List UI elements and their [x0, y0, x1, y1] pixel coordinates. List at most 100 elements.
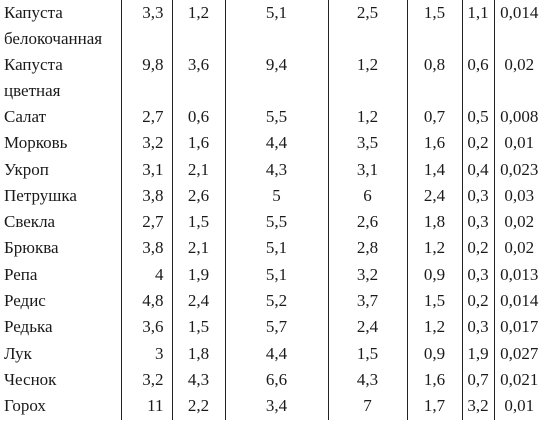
vegetable-name-line: Репа — [4, 264, 38, 284]
value-cell: 0,014 — [493, 288, 544, 315]
table-row: Редис 4,8 2,4 5,2 3,7 1,5 0,2 0,014 — [0, 288, 544, 315]
value-cell: 0,6 — [461, 52, 494, 104]
value-cell: 3,2 — [120, 130, 172, 157]
vegetable-name-line: белокочанная — [4, 29, 103, 48]
value-cell: 9,8 — [120, 52, 172, 104]
vegetable-name-cell: Лук — [0, 341, 121, 367]
value-cell: 1,5 — [171, 209, 225, 236]
value-cell: 2,5 — [327, 0, 407, 52]
value-cell: 5,5 — [224, 209, 328, 236]
value-cell: 0,02 — [493, 52, 544, 104]
value-cell: 5,7 — [224, 314, 328, 341]
value-cell: 3,2 — [120, 366, 172, 394]
value-cell: 3,4 — [224, 393, 328, 420]
vegetable-name-line: Чеснок — [4, 369, 57, 389]
value-cell: 0,014 — [493, 0, 544, 52]
value-cell: 0,02 — [493, 209, 544, 236]
vegetable-name-line: Морковь — [4, 133, 68, 153]
vegetable-name-line: Капуста — [4, 3, 63, 22]
table-row: Капуста белокочанная 3,3 1,2 5,1 2,5 1,5 1,1 0,0… — [0, 0, 544, 52]
vegetable-name-line: Петрушка — [4, 185, 77, 205]
value-cell: 6,6 — [224, 366, 328, 394]
value-cell: 1,6 — [406, 130, 462, 157]
value-cell: 1,5 — [171, 314, 225, 341]
value-cell: 0,7 — [406, 104, 462, 131]
vegetable-name-line: Редис — [4, 291, 46, 311]
value-cell: 0,5 — [461, 104, 494, 131]
value-cell: 0,008 — [493, 104, 544, 131]
value-cell: 0,01 — [493, 130, 544, 157]
value-cell: 3,1 — [120, 156, 172, 183]
value-cell: 4,8 — [120, 288, 172, 315]
value-cell: 1,7 — [406, 393, 462, 420]
value-cell: 0,02 — [493, 235, 544, 262]
value-cell: 5,1 — [224, 0, 328, 52]
value-cell: 1,5 — [327, 340, 407, 367]
value-cell: 2,8 — [327, 235, 407, 262]
vegetable-name-line: Горох — [4, 396, 46, 416]
value-cell: 4,3 — [327, 366, 407, 394]
value-cell: 4,4 — [224, 340, 328, 367]
value-cell: 1,2 — [327, 52, 407, 104]
value-cell: 5,1 — [224, 261, 328, 289]
value-cell: 4,3 — [171, 366, 225, 394]
value-cell: 1,2 — [171, 0, 225, 52]
value-cell: 0,021 — [493, 366, 544, 394]
value-cell: 0,023 — [493, 156, 544, 183]
value-cell: 0,3 — [461, 209, 494, 236]
vegetable-name-line: Свекла — [4, 212, 56, 232]
table-row: Петрушка 3,8 2,6 5 6 2,4 0,3 0,03 — [0, 182, 544, 210]
value-cell: 1,2 — [406, 235, 462, 262]
vegetable-name-line: Брюква — [4, 238, 59, 258]
value-cell: 4,3 — [224, 156, 328, 183]
vegetable-name-cell: Петрушка — [0, 183, 121, 209]
value-cell: 1,2 — [327, 104, 407, 131]
value-cell: 2,4 — [327, 314, 407, 341]
vegetable-name-line: Салат — [4, 107, 47, 126]
value-cell: 6 — [327, 182, 407, 210]
value-cell: 0,7 — [461, 366, 494, 394]
value-cell: 11 — [120, 393, 172, 420]
value-cell: 2,1 — [171, 235, 225, 262]
value-cell: 0,2 — [461, 130, 494, 157]
vegetable-name-cell: Горох — [0, 393, 121, 419]
value-cell: 1,1 — [461, 0, 494, 52]
value-cell: 3,2 — [327, 261, 407, 289]
value-cell: 1,8 — [406, 209, 462, 236]
value-cell: 1,9 — [171, 261, 225, 289]
value-cell: 2,6 — [171, 182, 225, 210]
vegetable-name-cell: Салат — [0, 104, 121, 130]
value-cell: 1,8 — [171, 340, 225, 367]
table-row: Лук 3 1,8 4,4 1,5 0,9 1,9 0,027 — [0, 340, 544, 367]
value-cell: 3,6 — [120, 314, 172, 341]
table-row: Редька 3,6 1,5 5,7 2,4 1,2 0,3 0,017 — [0, 314, 544, 341]
value-cell: 2,4 — [171, 288, 225, 315]
value-cell: 1,6 — [171, 130, 225, 157]
value-cell: 0,9 — [406, 340, 462, 367]
value-cell: 5,1 — [224, 235, 328, 262]
value-cell: 0,3 — [461, 261, 494, 289]
value-cell: 1,5 — [406, 288, 462, 315]
value-cell: 0,3 — [461, 314, 494, 341]
vegetable-name-cell: Брюква — [0, 235, 121, 261]
value-cell: 3,7 — [327, 288, 407, 315]
value-cell: 0,01 — [493, 393, 544, 420]
value-cell: 4 — [120, 261, 172, 289]
value-cell: 0,03 — [493, 182, 544, 210]
value-cell: 5,5 — [224, 104, 328, 131]
vegetable-name-cell: Укроп — [0, 157, 121, 183]
vegetable-name-cell: Редис — [0, 288, 121, 314]
value-cell: 0,013 — [493, 261, 544, 289]
value-cell: 9,4 — [224, 52, 328, 104]
value-cell: 0,8 — [406, 52, 462, 104]
value-cell: 1,9 — [461, 340, 494, 367]
table-row: Морковь 3,2 1,6 4,4 3,5 1,6 0,2 0,01 — [0, 130, 544, 157]
table-row: Брюква 3,8 2,1 5,1 2,8 1,2 0,2 0,02 — [0, 235, 544, 262]
table-row: Салат 2,7 0,6 5,5 1,2 0,7 0,5 0,008 — [0, 104, 544, 131]
value-cell: 2,7 — [120, 104, 172, 131]
table-row: Укроп 3,1 2,1 4,3 3,1 1,4 0,4 0,023 — [0, 156, 544, 183]
vegetable-name-cell: Капуста белокочанная — [0, 0, 121, 52]
value-cell: 0,2 — [461, 288, 494, 315]
